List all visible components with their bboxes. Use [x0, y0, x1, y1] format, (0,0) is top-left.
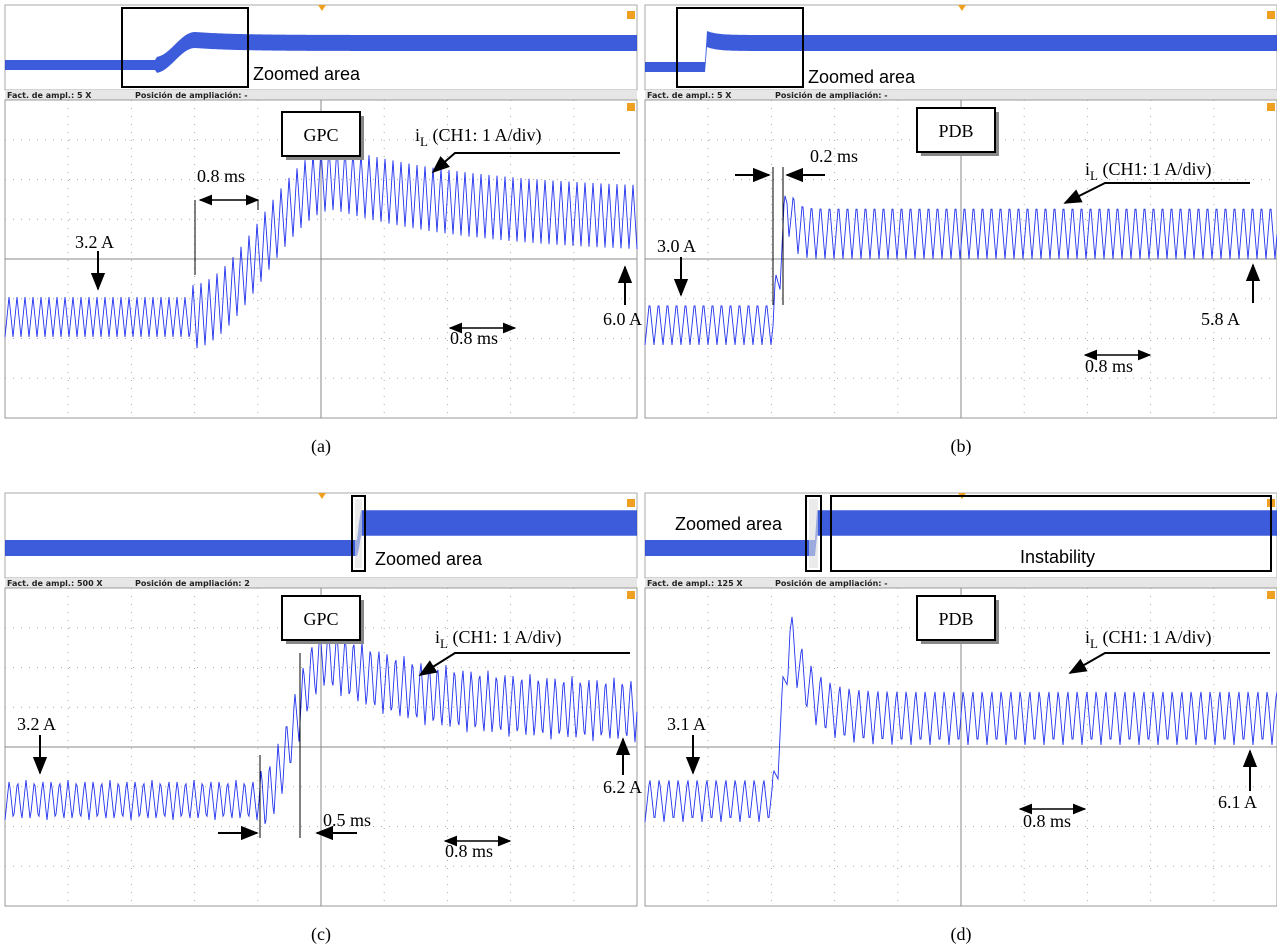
page: Zoomed area Fact. de ampl.: 5 X Posición d…	[0, 0, 1277, 946]
trace-label-sub: L	[420, 134, 428, 149]
annotation: 3.1 A	[667, 714, 706, 734]
zoom-label: Zoomed area	[253, 64, 361, 84]
controller-label: GPC	[303, 125, 338, 145]
trace-label-sub: L	[440, 636, 448, 651]
zoom-box-inner	[355, 499, 362, 568]
status-right: Posición de ampliación: -	[135, 90, 248, 100]
caption: (b)	[951, 436, 972, 457]
annotation: 3.0 A	[657, 236, 696, 256]
panel: Zoomed area Instability Fact. de ampl.: 12…	[645, 493, 1277, 945]
controller-label: PDB	[938, 121, 973, 141]
caption: (d)	[951, 924, 972, 945]
trace-label-sub: L	[1090, 636, 1098, 651]
trace-label-rest: (CH1: 1 A/div)	[448, 627, 562, 648]
annotation: 0.8 ms	[197, 166, 245, 186]
status-left: Fact. de ampl.: 5 X	[647, 91, 732, 100]
annotation: 3.2 A	[75, 232, 114, 252]
annotation: 0.8 ms	[1085, 356, 1133, 376]
panel: Zoomed area Fact. de ampl.: 5 X Posición d…	[645, 5, 1277, 457]
annotation: 0.8 ms	[450, 328, 498, 348]
status-left: Fact. de ampl.: 125 X	[647, 579, 743, 588]
zoom-label: Zoomed area	[375, 549, 483, 569]
status-left: Fact. de ampl.: 500 X	[7, 579, 103, 588]
status-right: Posición de ampliación: 2	[135, 578, 250, 588]
marker-t	[627, 591, 635, 599]
status-right: Posición de ampliación: -	[775, 90, 888, 100]
trace-label-sub: L	[1090, 168, 1098, 183]
annotation: 0.5 ms	[323, 810, 371, 830]
panel: Zoomed area Fact. de ampl.: 5 X Posición d…	[5, 5, 642, 457]
annotation: 5.8 A	[1201, 309, 1240, 329]
controller-label: PDB	[938, 609, 973, 629]
annotation: 0.8 ms	[1023, 811, 1071, 831]
marker-t	[627, 499, 635, 507]
zoom-box-inner	[809, 499, 818, 568]
trace-label-rest: (CH1: 1 A/div)	[428, 125, 542, 146]
status-bar	[5, 90, 637, 100]
annotation: 6.2 A	[603, 777, 642, 797]
figure: Zoomed area Fact. de ampl.: 5 X Posición d…	[0, 0, 1277, 946]
status-left: Fact. de ampl.: 5 X	[7, 91, 92, 100]
annotation: 0.8 ms	[445, 841, 493, 861]
marker-t	[1267, 11, 1275, 19]
panel: Zoomed area Fact. de ampl.: 500 X Posición…	[5, 493, 642, 945]
trace-label-rest: (CH1: 1 A/div)	[1098, 627, 1212, 648]
trace-label-rest: (CH1: 1 A/div)	[1098, 159, 1212, 180]
marker-t	[627, 11, 635, 19]
marker-t	[1267, 591, 1275, 599]
zoom-label: Zoomed area	[808, 67, 916, 87]
annotation: 6.0 A	[603, 309, 642, 329]
status-bar	[645, 90, 1277, 100]
zoom-label: Zoomed area	[675, 514, 783, 534]
caption: (a)	[311, 436, 331, 457]
controller-label: GPC	[303, 609, 338, 629]
status-right: Posición de ampliación: -	[775, 578, 888, 588]
annotation: 0.2 ms	[810, 146, 858, 166]
instability-label: Instability	[1020, 547, 1095, 567]
marker-t	[627, 103, 635, 111]
marker-t	[1267, 103, 1275, 111]
annotation: 3.2 A	[17, 714, 56, 734]
annotation: 6.1 A	[1218, 792, 1257, 812]
caption: (c)	[311, 924, 331, 945]
